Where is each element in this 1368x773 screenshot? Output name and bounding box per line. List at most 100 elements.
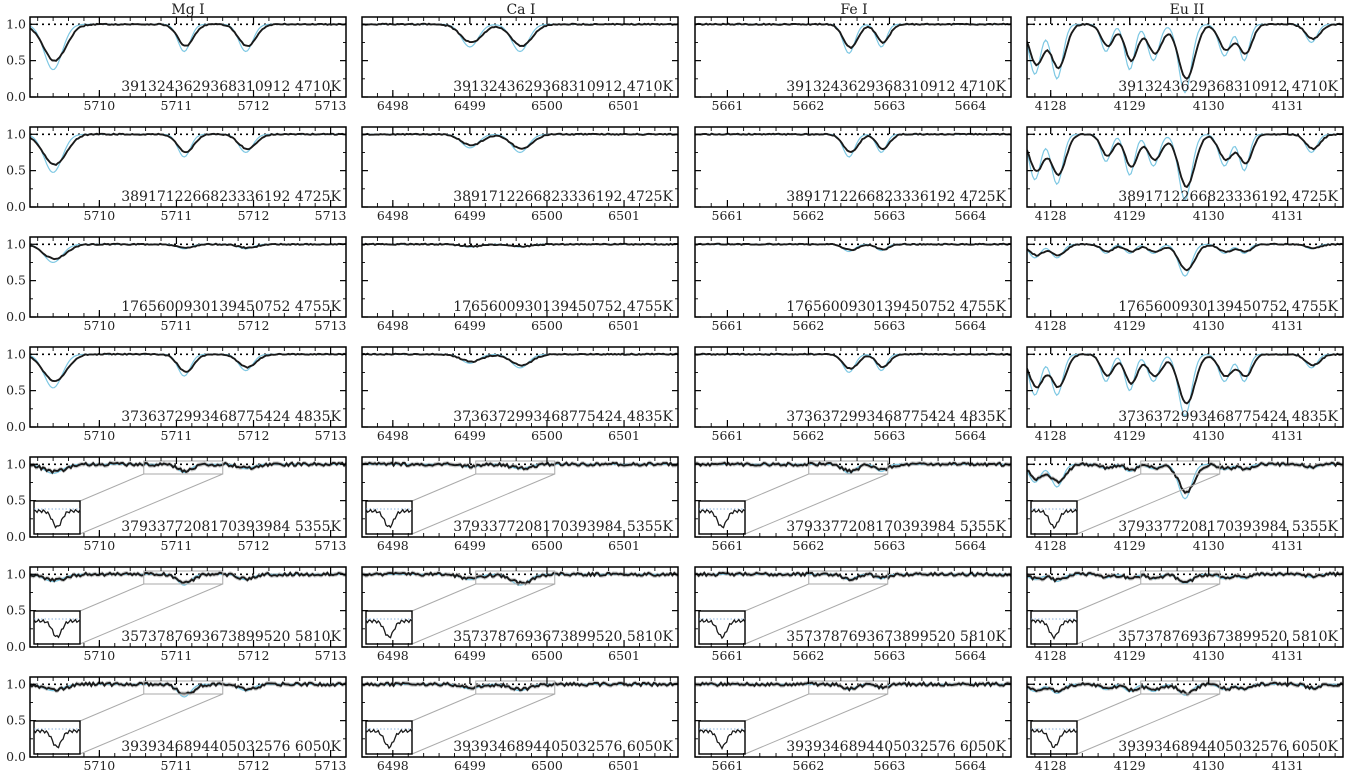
panel: 4128 4129 4130 4131 3939346894405032576 6050…	[1026, 676, 1344, 773]
plot-area	[1027, 460, 1343, 535]
zoom-connector	[79, 473, 144, 502]
y-tick-label: 1.0	[6, 16, 26, 31]
zoom-region	[808, 460, 889, 475]
x-tick-label: 5710	[83, 98, 115, 113]
inset-spectrum-line	[698, 508, 746, 529]
x-tick-label: 4128	[1035, 428, 1067, 443]
plot-area	[362, 242, 678, 248]
x-tick-label: 6500	[531, 538, 563, 553]
y-tick-label: 1.0	[6, 566, 26, 581]
panel-frame	[29, 126, 347, 208]
star-label: 3736372993468775424 4835K	[786, 409, 1006, 425]
observed-spectrum-line	[1027, 132, 1343, 189]
panel: 5710 5711 5712 5713 0.0 0.5 1.0 357378769367389…	[6, 566, 347, 663]
x-tick-label: 4129	[1114, 318, 1146, 333]
x-tick-label: 4130	[1193, 648, 1225, 663]
x-tick-label: 4129	[1114, 538, 1146, 553]
panel-frame	[1026, 566, 1344, 648]
x-tick-label: 6501	[608, 208, 640, 223]
column-titles: Mg I Ca I Fe I Eu II	[171, 2, 1204, 18]
x-tick-label: 4129	[1114, 648, 1146, 663]
panel: 5661 5662 5663 5664 3573787693673899520 5810…	[694, 566, 1012, 663]
x-tick-label: 5711	[161, 428, 193, 443]
column-title-eu-ii: Eu II	[1170, 2, 1205, 18]
x-tick-label: 6498	[377, 318, 409, 333]
panel-frame	[29, 236, 347, 318]
x-tick-label: 5711	[161, 538, 193, 553]
zoom-connector	[1076, 583, 1220, 645]
panel: 6498 6499 6500 6501 3793377208170393984 5355…	[361, 456, 679, 553]
panel-frame	[694, 16, 1012, 98]
x-tick-label: 5710	[83, 648, 115, 663]
inset-spectrum-line	[1030, 619, 1078, 640]
model-spectrum-line	[695, 23, 1011, 55]
x-tick-label: 4131	[1272, 318, 1304, 333]
panel: 5710 5711 5712 5713 0.0 0.5 1.0 393934689440503…	[6, 676, 347, 773]
panel-frame	[361, 676, 679, 758]
panel: 6498 6499 6500 6501 3891712266823336192 4725…	[361, 126, 679, 223]
star-label: 3573787693673899520 5810K	[453, 629, 673, 645]
inset-spectrum-line	[33, 728, 81, 749]
inset-spectrum-line	[33, 508, 81, 529]
zoom-connector	[79, 693, 144, 722]
x-tick-label: 5712	[238, 208, 270, 223]
x-tick-label: 6501	[608, 538, 640, 553]
plot-area	[362, 352, 678, 369]
x-tick-label: 5663	[874, 98, 906, 113]
column-title-mg-i: Mg I	[171, 2, 204, 18]
x-tick-label: 5710	[83, 428, 115, 443]
x-tick-label: 5710	[83, 758, 115, 773]
x-tick-label: 5713	[315, 428, 347, 443]
panel-frame	[29, 16, 347, 98]
zoom-connector	[1076, 473, 1141, 502]
plot-area	[695, 570, 1011, 645]
observed-spectrum-line	[362, 242, 678, 248]
x-tick-label: 6499	[454, 538, 486, 553]
x-tick-label: 4128	[1035, 648, 1067, 663]
star-label: 3793377208170393984 5355K	[453, 519, 673, 535]
x-tick-label: 4131	[1272, 98, 1304, 113]
model-spectrum-line	[1027, 243, 1343, 277]
x-tick-label: 6500	[531, 428, 563, 443]
observed-spectrum-line	[695, 132, 1011, 154]
panel: 5710 5711 5712 5713 0.0 0.5 1.0 389171226682333…	[6, 126, 347, 223]
panel-frame	[694, 566, 1012, 648]
x-tick-label: 4128	[1035, 208, 1067, 223]
model-spectrum-line	[1027, 353, 1343, 418]
x-tick-label: 6498	[377, 98, 409, 113]
x-tick-label: 4128	[1035, 98, 1067, 113]
panel: 6498 6499 6500 6501 3736372993468775424 4835…	[361, 346, 679, 443]
column-title-fe-i: Fe I	[840, 2, 867, 18]
panel-frame	[1026, 346, 1344, 428]
plot-area	[695, 460, 1011, 535]
x-tick-label: 4131	[1272, 758, 1304, 773]
x-tick-label: 5664	[955, 758, 987, 773]
zoom-connector	[744, 473, 809, 502]
inset-axes	[698, 500, 746, 535]
star-label: 3891712266823336192 4725K	[453, 189, 673, 205]
x-tick-label: 6498	[377, 758, 409, 773]
x-tick-label: 5711	[161, 208, 193, 223]
y-tick-label: 1.0	[6, 236, 26, 251]
inset-spectrum-line	[1030, 508, 1078, 530]
panel: 4128 4129 4130 4131 1765600930139450752 4755…	[1026, 236, 1344, 333]
star-label: 3913243629368310912 4710K	[121, 79, 341, 95]
x-tick-label: 5712	[238, 758, 270, 773]
x-tick-label: 4129	[1114, 758, 1146, 773]
x-tick-label: 5663	[874, 428, 906, 443]
plot-area	[695, 680, 1011, 755]
star-label: 1765600930139450752 4755K	[786, 299, 1006, 315]
inset-spectrum-line	[365, 508, 413, 529]
star-label: 3939346894405032576 6050K	[121, 739, 341, 755]
y-tick-label: 0.0	[6, 529, 26, 544]
inset-axes	[33, 720, 81, 755]
x-tick-label: 5713	[315, 758, 347, 773]
x-tick-label: 5711	[161, 318, 193, 333]
observed-spectrum-line	[695, 22, 1011, 50]
x-tick-label: 5664	[955, 428, 987, 443]
x-tick-label: 6499	[454, 208, 486, 223]
x-tick-label: 6501	[608, 98, 640, 113]
x-tick-label: 4131	[1272, 208, 1304, 223]
observed-spectrum-line	[30, 571, 346, 585]
zoom-connector	[411, 473, 555, 535]
